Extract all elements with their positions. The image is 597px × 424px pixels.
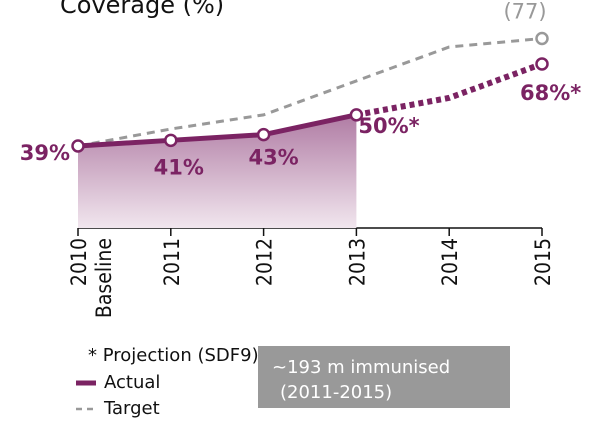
marker [349,108,364,122]
x-tick-label: 2011 [160,238,184,286]
marker [535,57,549,71]
marker [256,127,271,142]
x-tick-label: 2013 [345,238,369,286]
data-label: 41% [154,155,204,179]
data-label: 39% [20,141,70,165]
marker [71,139,85,153]
annotation-box [258,346,510,408]
x-tick-note: Baseline [92,238,116,318]
data-label: 50%* [358,114,419,138]
annotation: (2011-2015) [280,382,392,403]
x-tick-label: 2010 [67,238,91,286]
series-line [77,112,357,149]
legend-label: * Projection (SDF9) [88,345,259,366]
marker [535,31,549,46]
annotation: ~193 m immunised [272,357,450,378]
data-label: 68%* [520,81,581,105]
x-tick-label: 2014 [438,238,462,286]
series-line [355,61,544,118]
data-label: (77) [503,0,546,23]
legend-label: Target [103,398,160,419]
data-label: 43% [248,146,298,170]
x-tick-label: 2015 [531,238,555,286]
area [78,114,357,228]
chart-title: Coverage (%) [60,0,224,19]
x-tick-label: 2012 [253,238,277,286]
legend-label: Actual [104,372,160,393]
marker [164,133,178,148]
